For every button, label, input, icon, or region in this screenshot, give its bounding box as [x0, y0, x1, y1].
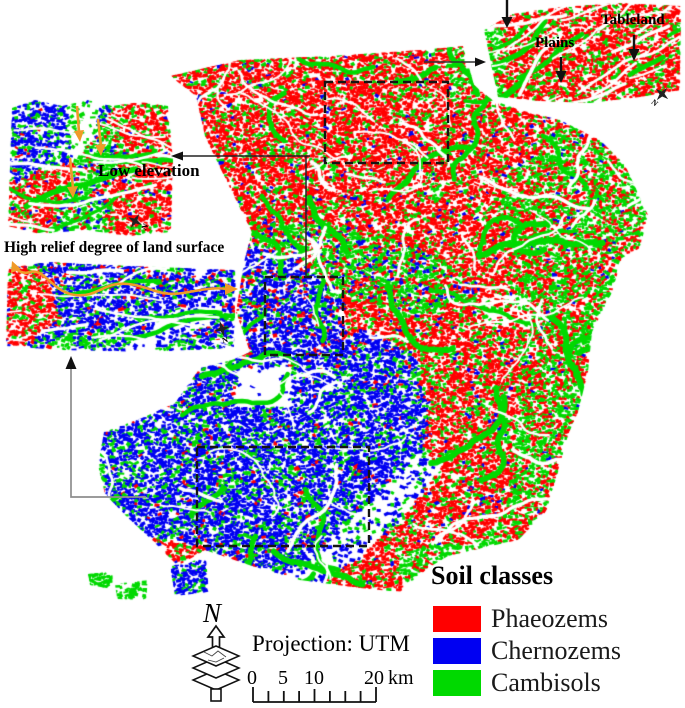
legend-item-chernozems: Chernozems	[433, 636, 621, 665]
svg-text:N: N	[140, 222, 151, 232]
scale-tick-5: 5	[278, 667, 288, 689]
tableland-inset-connector-arrow	[424, 57, 486, 67]
svg-text:N: N	[650, 98, 660, 109]
scale-tick-0: 0	[247, 667, 257, 689]
cambisols-swatch	[433, 670, 481, 696]
extent-box-south	[195, 445, 371, 548]
plains-arrow	[555, 57, 567, 83]
tableland-arrow	[628, 35, 640, 61]
flow-direction-arrows	[67, 105, 106, 198]
high-relief-connector-arrow	[65, 356, 146, 498]
north-arrow-icon	[191, 624, 241, 702]
north-label: N	[203, 598, 222, 628]
extent-box-center	[263, 275, 345, 357]
inset-north-icon: N	[214, 321, 230, 345]
low-elevation-connector-arrow	[171, 151, 310, 277]
svg-text:N: N	[221, 335, 229, 345]
top-down-arrow	[501, 0, 513, 28]
scale-tick-10: 10	[304, 667, 324, 689]
ridge-line-arrow	[11, 261, 238, 297]
projection-label: Projection: UTM	[252, 631, 410, 656]
legend-item-phaeozems: Phaeozems	[433, 604, 608, 633]
scale-unit-label: km	[388, 667, 414, 689]
chernozems-swatch	[433, 638, 481, 664]
cambisols-label: Cambisols	[491, 668, 601, 697]
scale-tick-20: 20	[364, 667, 384, 689]
phaeozems-label: Phaeozems	[491, 604, 608, 633]
inset-north-icon: N	[650, 87, 669, 109]
chernozems-label: Chernozems	[491, 636, 621, 665]
inset-north-icon: N	[128, 214, 151, 232]
extent-box-north	[323, 80, 450, 165]
tableland-label: Tableland	[601, 12, 665, 28]
legend-title: Soil classes	[431, 561, 554, 590]
phaeozems-swatch	[433, 606, 481, 632]
legend-item-cambisols: Cambisols	[433, 668, 601, 697]
scale-bar	[252, 687, 377, 703]
plains-label: Plains	[535, 35, 575, 51]
low-elevation-label: Low elevation	[98, 161, 200, 180]
high-relief-label: High relief degree of land surface	[4, 239, 225, 256]
